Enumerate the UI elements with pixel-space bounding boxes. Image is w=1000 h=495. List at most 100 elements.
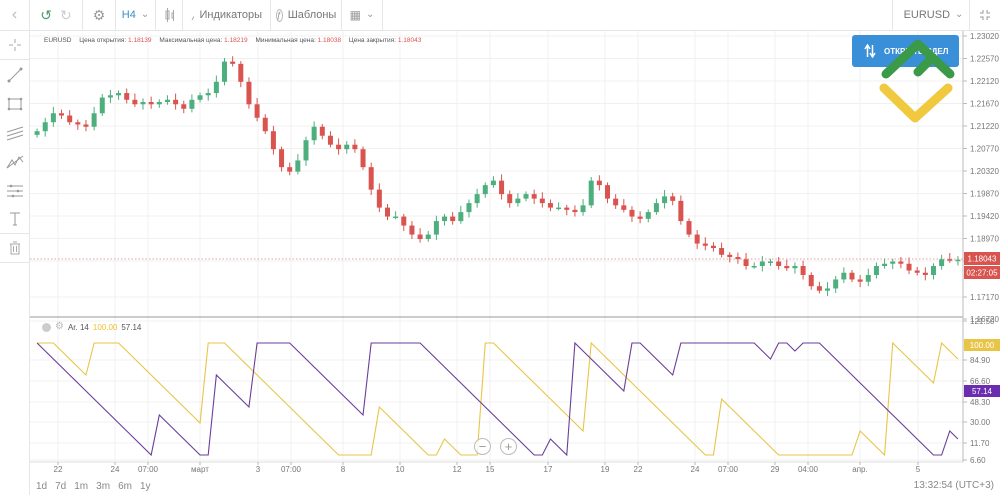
chevron-down-icon: ⌄: [365, 9, 375, 20]
period-1y[interactable]: 1y: [139, 480, 151, 492]
svg-text:48.30: 48.30: [970, 398, 991, 407]
svg-text:1.22570: 1.22570: [970, 55, 999, 64]
zoom-in-button[interactable]: +: [500, 438, 517, 455]
channel-tool[interactable]: [0, 118, 29, 147]
price-chart[interactable]: 1.23020 1.22570 1.22120 1.21670 1.21220 1.207…: [30, 31, 1000, 477]
low-value: 1.18038: [317, 37, 342, 44]
back-button[interactable]: ‹: [0, 0, 30, 30]
svg-text:1.21220: 1.21220: [970, 122, 999, 131]
svg-text:5: 5: [916, 465, 921, 474]
svg-text:1.16720: 1.16720: [970, 315, 999, 324]
indicator-value-badges: 100.00 57.14: [964, 339, 1000, 397]
symbol-label: EURUSD: [903, 9, 951, 21]
svg-text:1.21670: 1.21670: [970, 100, 999, 109]
svg-text:17: 17: [544, 465, 553, 474]
aroon-up-value: 100.00: [92, 322, 118, 332]
remove-indicator-icon[interactable]: [42, 322, 51, 332]
svg-text:07:00: 07:00: [281, 465, 302, 474]
symbol-select[interactable]: EURUSD ⌄: [892, 0, 970, 30]
svg-text:22: 22: [54, 465, 63, 474]
chart-type-button[interactable]: [156, 0, 183, 30]
period-1m[interactable]: 1m: [74, 480, 89, 492]
indicator-legend: ⚙ Ar. 14 100.00 57.14: [42, 322, 141, 332]
chevron-down-icon: ⌄: [955, 9, 964, 20]
svg-text:121.50: 121.50: [970, 317, 995, 326]
plus-icon: +: [504, 439, 513, 454]
minus-icon: −: [478, 439, 487, 454]
text-tool[interactable]: [0, 205, 29, 234]
redo-icon[interactable]: ↻: [60, 7, 72, 23]
rectangle-icon: [7, 97, 22, 110]
aroon-up-line: [37, 341, 959, 457]
svg-text:10: 10: [396, 465, 405, 474]
ohlc-legend: EURUSD Цена открытия: 1.18139 Максимальн…: [44, 37, 427, 44]
trash-icon: [9, 241, 20, 255]
svg-text:1.23020: 1.23020: [970, 32, 999, 41]
svg-text:1.20770: 1.20770: [970, 145, 999, 154]
svg-text:1.22120: 1.22120: [970, 77, 999, 86]
chevron-down-icon: ⌄: [140, 9, 150, 20]
svg-text:15: 15: [486, 465, 495, 474]
timeframe-select[interactable]: H4 ⌄: [116, 0, 156, 30]
indicator-axis[interactable]: 121.50 84.90 66.60 48.30 30.00 11.70 6.60: [963, 317, 995, 465]
calendar-button[interactable]: ▦ ⌄: [342, 0, 383, 30]
up-down-arrows-icon: [864, 44, 876, 58]
fullscreen-button[interactable]: [970, 0, 1000, 30]
settings-button[interactable]: ⚙: [83, 0, 116, 30]
chart-grid: [30, 31, 963, 462]
templates-button[interactable]: ƒ Шаблоны: [271, 0, 342, 30]
legend-open: Цена открытия: 1.18139: [79, 37, 151, 44]
crosshair-tool[interactable]: [0, 31, 29, 60]
rectangle-tool[interactable]: [0, 89, 29, 118]
fibonacci-tool[interactable]: [0, 176, 29, 205]
svg-text:24: 24: [691, 465, 700, 474]
open-value: 1.18139: [128, 37, 152, 44]
text-icon: [9, 212, 20, 226]
fullscreen-icon: [980, 10, 990, 20]
drawing-toolbar: [0, 31, 30, 495]
time-axis[interactable]: 22 24 07:00 март 3 07:00 8 10 12 15 17 19 22 24 07:00 2…: [54, 462, 921, 474]
period-7d[interactable]: 7d: [55, 480, 67, 492]
price-axis[interactable]: 1.23020 1.22570 1.22120 1.21670 1.21220 1.207…: [963, 32, 999, 324]
svg-text:07:00: 07:00: [138, 465, 159, 474]
svg-text:24: 24: [111, 465, 120, 474]
period-1d[interactable]: 1d: [36, 480, 48, 492]
timeframe-value: H4: [121, 9, 136, 21]
close-label: Цена закрытия:: [348, 37, 396, 44]
svg-text:1.19870: 1.19870: [970, 190, 999, 199]
svg-text:12: 12: [453, 465, 462, 474]
calendar-icon: ▦: [349, 8, 361, 22]
period-bar: 1d 7d 1m 3m 6m 1y 13:32:54 (UTC+3): [30, 477, 1000, 495]
high-value: 1.18219: [224, 37, 248, 44]
toolbar-spacer: [383, 0, 892, 30]
svg-text:11.70: 11.70: [970, 439, 990, 448]
undo-icon[interactable]: ↺: [40, 7, 52, 23]
trendline-tool[interactable]: [0, 60, 29, 89]
open-label: Цена открытия:: [79, 37, 127, 44]
gear-icon: ⚙: [92, 7, 106, 23]
legend-high: Максимальная цена: 1.18219: [159, 37, 247, 44]
period-6m[interactable]: 6m: [118, 480, 132, 492]
gear-icon[interactable]: ⚙: [55, 321, 64, 332]
svg-text:30.00: 30.00: [970, 418, 991, 427]
pitchfork-tool[interactable]: [0, 147, 29, 176]
candles-icon: [165, 8, 174, 22]
svg-text:1.18043: 1.18043: [968, 255, 997, 264]
indicators-button[interactable]: Индикаторы: [183, 0, 271, 30]
delete-drawings-button[interactable]: [0, 234, 29, 263]
trendline-icon: [7, 67, 22, 82]
svg-text:апр.: апр.: [852, 465, 867, 474]
chevron-left-icon: ‹: [11, 6, 18, 23]
svg-text:57.14: 57.14: [972, 387, 993, 396]
svg-text:1.18970: 1.18970: [970, 235, 999, 244]
svg-text:02:27:05: 02:27:05: [966, 269, 998, 278]
high-label: Максимальная цена:: [159, 37, 223, 44]
templates-label: Шаблоны: [287, 9, 337, 21]
svg-text:3: 3: [256, 465, 261, 474]
candlestick-series: [34, 56, 961, 297]
zoom-out-button[interactable]: −: [474, 438, 491, 455]
svg-text:29: 29: [771, 465, 780, 474]
svg-text:1.19420: 1.19420: [970, 212, 999, 221]
legend-low: Минимальная цена: 1.18038: [255, 37, 341, 44]
period-3m[interactable]: 3m: [96, 480, 111, 492]
